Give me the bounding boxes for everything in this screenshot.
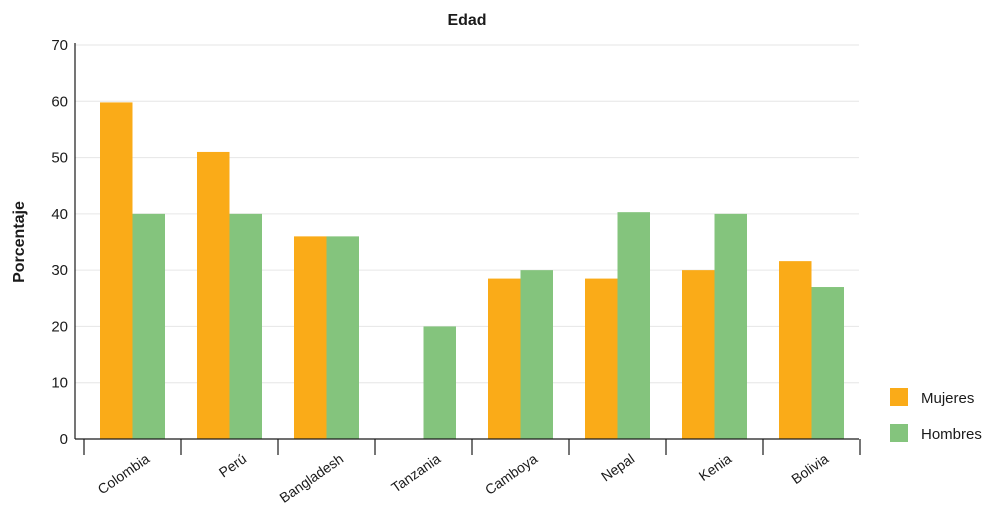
bars [100, 102, 844, 439]
bar-hombres-bolivia [811, 287, 844, 439]
x-tick-label: Camboya [482, 450, 540, 498]
bar-hombres-camboya [520, 270, 553, 439]
x-tick-label: Perú [216, 450, 249, 480]
x-tick-label: Nepal [598, 450, 637, 484]
y-tick-label: 50 [51, 150, 68, 167]
bar-mujeres-bangladesh [294, 236, 327, 439]
x-tick-label: Bangladesh [276, 450, 346, 506]
legend-label-hombres: Hombres [921, 426, 982, 443]
x-tick-label: Colombia [95, 450, 153, 497]
bar-hombres-kenia [714, 213, 747, 439]
y-tick-label: 0 [60, 431, 68, 448]
bar-mujeres-kenia [682, 270, 715, 439]
legend: Mujeres Hombres [890, 388, 982, 443]
bar-mujeres-colombia [100, 102, 133, 439]
legend-swatch-hombres [890, 424, 908, 442]
y-tick-label: 40 [51, 206, 68, 223]
y-tick-label: 70 [51, 37, 68, 54]
y-tick-label: 10 [51, 375, 68, 392]
x-axis-ticks: Colombia Perú Bangladesh Tanzania Camboya Nep… [95, 450, 832, 506]
y-axis-label: Porcentaje [11, 201, 28, 283]
bar-mujeres-bolivia [779, 261, 812, 439]
bar-hombres-tanzania [423, 326, 456, 439]
bar-hombres-colombia [132, 213, 165, 439]
bar-hombres-perú [229, 213, 262, 439]
x-tick-label: Tanzania [388, 450, 443, 495]
x-tick-label: Bolivia [788, 450, 831, 487]
axes [74, 43, 861, 455]
legend-swatch-mujeres [890, 388, 908, 406]
y-axis-ticks: 0 10 20 30 40 50 60 70 [51, 37, 68, 448]
legend-label-mujeres: Mujeres [921, 390, 974, 407]
bar-mujeres-perú [197, 151, 230, 439]
y-tick-label: 60 [51, 93, 68, 110]
bar-hombres-bangladesh [326, 236, 359, 439]
bar-hombres-nepal [617, 212, 650, 439]
y-tick-label: 20 [51, 318, 68, 335]
bar-mujeres-camboya [488, 278, 521, 439]
bar-mujeres-nepal [585, 278, 618, 439]
x-tick-label: Kenia [696, 450, 735, 484]
y-tick-label: 30 [51, 262, 68, 279]
chart-title: Edad [447, 12, 486, 29]
